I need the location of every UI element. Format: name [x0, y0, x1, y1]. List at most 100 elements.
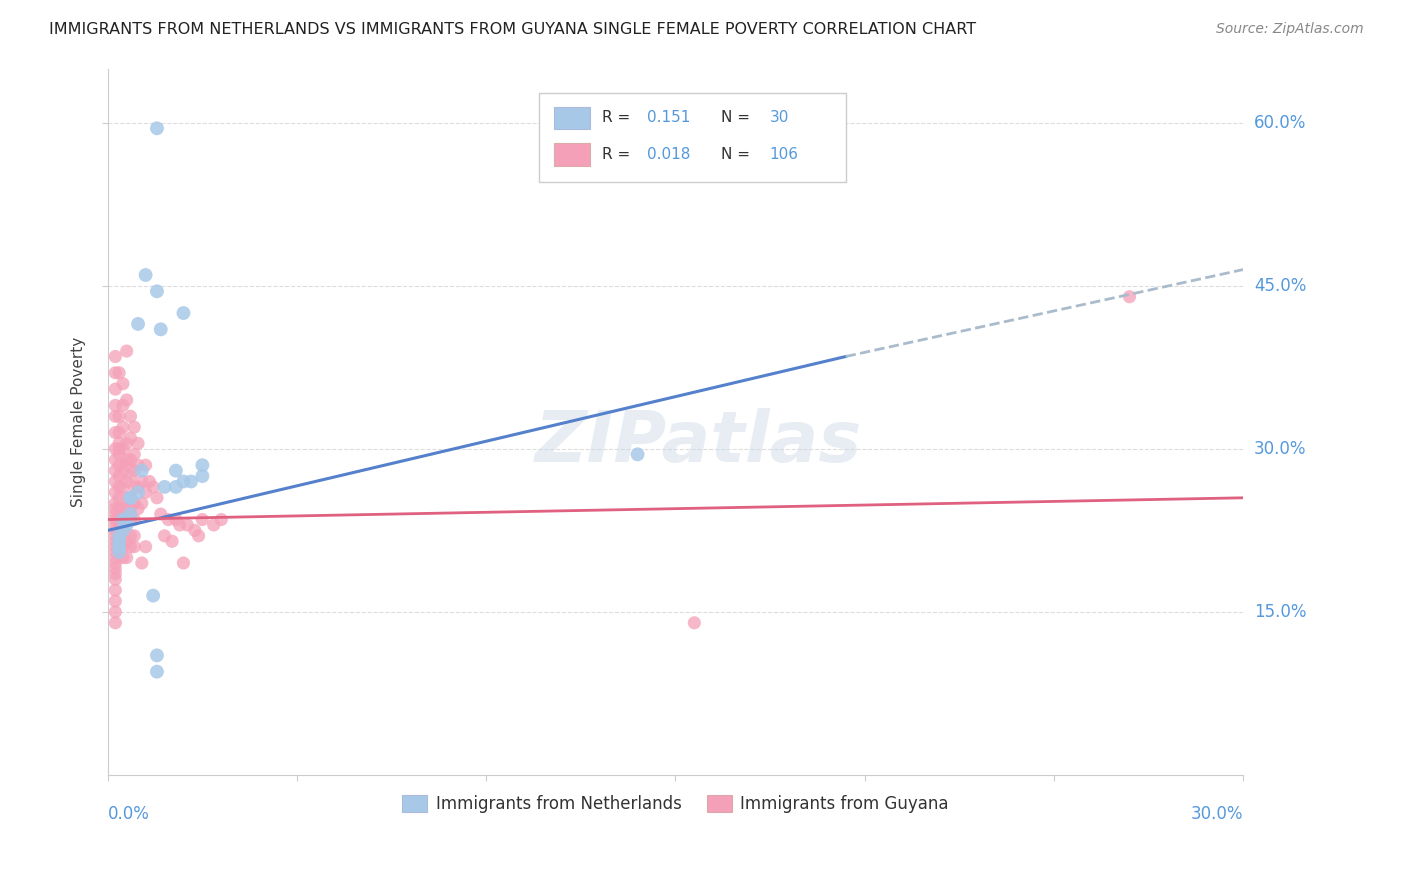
Point [153, 480, 176, 494]
Point [111, 399, 134, 413]
Point [120, 501, 142, 516]
Point [127, 480, 149, 494]
Point [104, 366, 127, 380]
Point [146, 648, 169, 663]
Point [111, 540, 134, 554]
Point [111, 524, 134, 538]
Point [104, 425, 127, 440]
Text: 30.0%: 30.0% [1254, 440, 1306, 458]
Point [104, 615, 127, 630]
Point [127, 436, 149, 450]
Point [108, 458, 131, 473]
Point [104, 507, 127, 521]
Point [131, 496, 153, 510]
Point [104, 556, 127, 570]
Point [108, 501, 131, 516]
Text: 0.151: 0.151 [647, 111, 690, 126]
Text: R =: R = [602, 147, 634, 162]
Point [120, 540, 142, 554]
Point [120, 507, 142, 521]
FancyBboxPatch shape [554, 144, 591, 166]
Point [111, 501, 134, 516]
Point [169, 518, 191, 533]
Point [115, 436, 138, 450]
Point [135, 485, 157, 500]
Point [120, 452, 142, 467]
Point [111, 524, 134, 538]
Point [184, 524, 207, 538]
Point [111, 376, 134, 391]
Point [104, 485, 127, 500]
Point [111, 480, 134, 494]
Point [146, 285, 169, 299]
Point [120, 431, 142, 445]
Point [104, 501, 127, 516]
Point [104, 518, 127, 533]
Point [104, 572, 127, 586]
Point [131, 475, 153, 489]
Point [111, 464, 134, 478]
Point [115, 550, 138, 565]
Point [165, 464, 187, 478]
Point [191, 458, 214, 473]
Point [122, 496, 145, 510]
Point [111, 550, 134, 565]
Point [108, 469, 131, 483]
Point [108, 524, 131, 538]
Point [209, 512, 232, 526]
Point [1118, 290, 1140, 304]
Point [104, 399, 127, 413]
Point [120, 512, 142, 526]
Point [153, 529, 176, 543]
Point [115, 458, 138, 473]
Point [115, 392, 138, 407]
Point [108, 447, 131, 461]
Point [172, 306, 194, 320]
Point [115, 475, 138, 489]
Point [149, 507, 172, 521]
Point [104, 409, 127, 424]
Point [191, 469, 214, 483]
Y-axis label: Single Female Poverty: Single Female Poverty [72, 336, 86, 507]
Text: 106: 106 [769, 147, 799, 162]
FancyBboxPatch shape [538, 94, 845, 182]
FancyBboxPatch shape [554, 107, 591, 129]
Point [135, 540, 157, 554]
Point [127, 458, 149, 473]
Point [115, 491, 138, 505]
Point [115, 512, 138, 526]
Point [104, 566, 127, 581]
Point [122, 464, 145, 478]
Point [202, 518, 225, 533]
Point [104, 464, 127, 478]
Point [146, 121, 169, 136]
Point [180, 475, 202, 489]
Point [135, 268, 157, 282]
Point [122, 480, 145, 494]
Point [120, 469, 142, 483]
Point [104, 545, 127, 559]
Point [127, 485, 149, 500]
Point [104, 540, 127, 554]
Point [122, 529, 145, 543]
Point [115, 452, 138, 467]
Point [142, 480, 165, 494]
Point [108, 442, 131, 456]
Text: N =: N = [721, 111, 755, 126]
Point [115, 512, 138, 526]
Point [108, 436, 131, 450]
Text: N =: N = [721, 147, 755, 162]
Point [108, 512, 131, 526]
Point [120, 409, 142, 424]
Point [104, 583, 127, 598]
Text: 60.0%: 60.0% [1254, 114, 1306, 132]
Point [142, 589, 165, 603]
Point [122, 512, 145, 526]
Point [108, 491, 131, 505]
Point [626, 447, 648, 461]
Text: 0.0%: 0.0% [108, 805, 149, 823]
Text: 15.0%: 15.0% [1254, 603, 1306, 621]
Point [122, 540, 145, 554]
Point [172, 556, 194, 570]
Point [120, 529, 142, 543]
